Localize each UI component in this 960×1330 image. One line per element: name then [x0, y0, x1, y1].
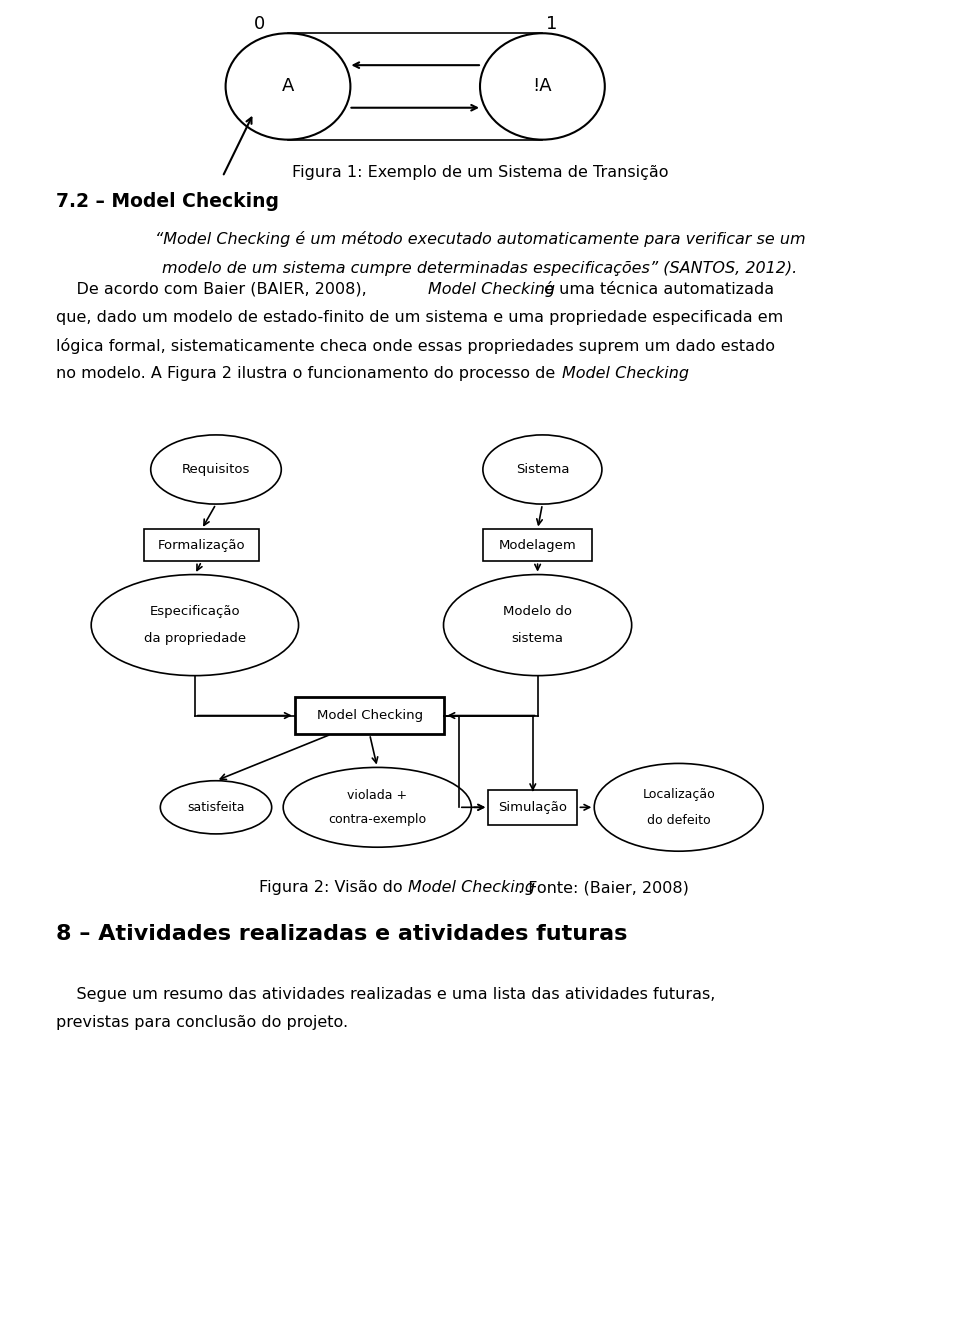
Text: A: A	[282, 77, 294, 96]
Text: satisfeita: satisfeita	[187, 801, 245, 814]
Ellipse shape	[444, 575, 632, 676]
Ellipse shape	[480, 33, 605, 140]
Text: 7.2 – Model Checking: 7.2 – Model Checking	[56, 192, 278, 210]
Text: Segue um resumo das atividades realizadas e uma lista das atividades futuras,: Segue um resumo das atividades realizada…	[56, 987, 715, 1001]
Text: 8 – Atividades realizadas e atividades futuras: 8 – Atividades realizadas e atividades f…	[56, 924, 627, 944]
Text: no modelo. A Figura 2 ilustra o funcionamento do processo de: no modelo. A Figura 2 ilustra o funciona…	[56, 366, 560, 380]
Ellipse shape	[160, 781, 272, 834]
Text: contra-exemplo: contra-exemplo	[328, 813, 426, 826]
Text: da propriedade: da propriedade	[144, 632, 246, 645]
Polygon shape	[288, 33, 542, 140]
Text: 0: 0	[253, 15, 265, 33]
Text: “Model Checking é um método executado automaticamente para verificar se um: “Model Checking é um método executado au…	[155, 231, 805, 247]
Text: Figura 1: Exemplo de um Sistema de Transição: Figura 1: Exemplo de um Sistema de Trans…	[292, 165, 668, 180]
FancyBboxPatch shape	[484, 529, 591, 561]
Text: Model Checking: Model Checking	[428, 282, 555, 297]
Text: Figura 2: Visão do: Figura 2: Visão do	[259, 880, 408, 895]
Text: Localização: Localização	[642, 787, 715, 801]
FancyBboxPatch shape	[295, 697, 444, 734]
Text: Simulação: Simulação	[498, 801, 567, 814]
Text: Requisitos: Requisitos	[181, 463, 251, 476]
Ellipse shape	[594, 763, 763, 851]
Text: violada +: violada +	[348, 789, 407, 802]
Text: previstas para conclusão do projeto.: previstas para conclusão do projeto.	[56, 1015, 348, 1029]
Text: Modelagem: Modelagem	[499, 539, 576, 552]
Text: Sistema: Sistema	[516, 463, 569, 476]
Text: Model Checking: Model Checking	[408, 880, 535, 895]
FancyBboxPatch shape	[489, 790, 578, 825]
Text: Model Checking: Model Checking	[317, 709, 422, 722]
Text: sistema: sistema	[512, 632, 564, 645]
Text: é uma técnica automatizada: é uma técnica automatizada	[539, 282, 774, 297]
Text: De acordo com Baier (BAIER, 2008),: De acordo com Baier (BAIER, 2008),	[56, 282, 376, 297]
Text: Model Checking: Model Checking	[562, 366, 688, 380]
Text: Especificação: Especificação	[150, 605, 240, 618]
Ellipse shape	[226, 33, 350, 140]
Ellipse shape	[91, 575, 299, 676]
Text: que, dado um modelo de estado-finito de um sistema e uma propriedade especificad: que, dado um modelo de estado-finito de …	[56, 310, 783, 325]
Ellipse shape	[483, 435, 602, 504]
Text: . Fonte: (Baier, 2008): . Fonte: (Baier, 2008)	[518, 880, 689, 895]
Text: modelo de um sistema cumpre determinadas especificações” (SANTOS, 2012).: modelo de um sistema cumpre determinadas…	[162, 261, 798, 275]
Text: do defeito: do defeito	[647, 814, 710, 827]
Text: .: .	[671, 366, 676, 380]
Ellipse shape	[151, 435, 281, 504]
Text: 1: 1	[546, 15, 558, 33]
Ellipse shape	[283, 767, 471, 847]
Text: !A: !A	[533, 77, 552, 96]
Text: Modelo do: Modelo do	[503, 605, 572, 618]
Text: Formalização: Formalização	[157, 539, 246, 552]
Text: lógica formal, sistematicamente checa onde essas propriedades suprem um dado est: lógica formal, sistematicamente checa on…	[56, 338, 775, 354]
FancyBboxPatch shape	[144, 529, 259, 561]
